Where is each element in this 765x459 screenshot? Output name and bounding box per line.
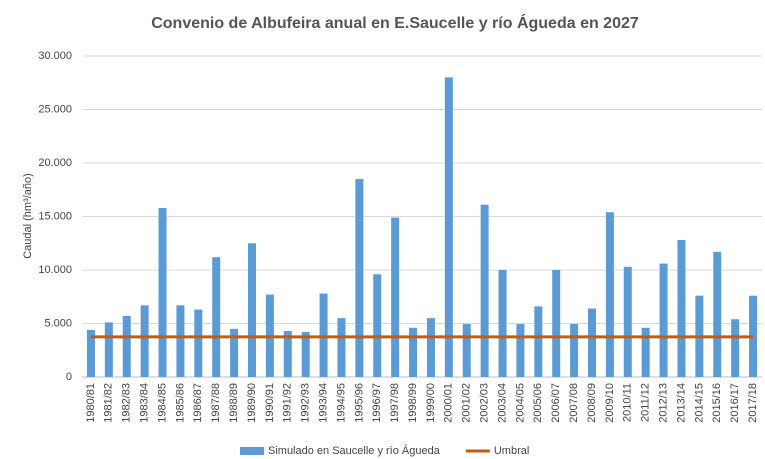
x-tick-label: 1988/89 — [228, 383, 240, 423]
bar — [122, 316, 131, 377]
bar — [355, 179, 364, 377]
bar — [659, 263, 668, 377]
y-tick-label: 25.000 — [38, 103, 72, 115]
bar — [86, 329, 95, 377]
bar — [588, 308, 596, 377]
y-tick-label: 5.000 — [44, 317, 72, 329]
bar — [605, 212, 614, 377]
x-tick-label: 2017/18 — [747, 383, 759, 423]
x-tick-label: 1994/95 — [335, 383, 347, 423]
x-tick-label: 1981/82 — [103, 383, 115, 423]
x-tick-label: 1991/92 — [282, 383, 294, 423]
bar — [641, 327, 650, 377]
x-tick-label: 2015/16 — [711, 383, 723, 423]
x-tick-label: 2014/15 — [693, 383, 705, 423]
y-tick-label: 10.000 — [38, 264, 72, 276]
bar — [552, 270, 561, 377]
x-tick-label: 1999/00 — [425, 383, 437, 423]
x-tick-label: 1984/85 — [156, 383, 168, 423]
bar — [230, 328, 239, 377]
x-tick-label: 1998/99 — [407, 383, 419, 423]
bar — [444, 77, 453, 378]
bar — [731, 319, 740, 377]
x-tick-label: 2000/01 — [443, 383, 455, 423]
x-tick-label: 2005/06 — [532, 383, 544, 423]
x-tick-label: 2003/04 — [496, 383, 508, 423]
x-tick-label: 1990/91 — [264, 383, 276, 423]
bar — [283, 330, 292, 377]
bar — [713, 251, 722, 377]
x-tick-label: 2002/03 — [479, 383, 491, 423]
x-tick-label: 2011/12 — [640, 383, 652, 422]
y-tick-label: 20.000 — [38, 157, 72, 169]
x-tick-label: 1993/94 — [317, 383, 329, 423]
bar — [104, 322, 113, 377]
y-tick-label: 0 — [66, 371, 72, 383]
bar — [409, 327, 418, 377]
x-tick-label: 2001/02 — [461, 383, 473, 423]
bar — [462, 324, 471, 377]
bar — [194, 309, 203, 377]
bar — [570, 324, 579, 377]
legend-label: Umbral — [494, 445, 529, 457]
legend-label: Simulado en Saucelle y río Águeda — [268, 444, 441, 457]
x-tick-label: 1982/83 — [121, 383, 133, 423]
bar — [176, 305, 185, 377]
x-tick-label: 2004/05 — [514, 383, 526, 423]
bar — [140, 305, 149, 377]
bar — [337, 318, 346, 377]
bar — [248, 243, 256, 377]
bar — [534, 306, 543, 377]
x-tick-label: 1996/97 — [371, 383, 383, 423]
x-tick-label: 1987/88 — [210, 383, 222, 423]
bar — [319, 293, 328, 377]
bar — [373, 274, 382, 377]
legend-swatch — [240, 447, 264, 455]
x-tick-label: 2006/07 — [550, 383, 562, 423]
y-tick-label: 30.000 — [38, 50, 72, 62]
bar — [391, 217, 400, 377]
bar — [158, 207, 167, 377]
bar — [623, 266, 632, 377]
x-tick-label: 1980/81 — [85, 383, 97, 423]
bar — [426, 318, 435, 377]
x-tick-label: 1983/84 — [139, 383, 151, 423]
y-axis-label: Caudal (hm³/año) — [22, 173, 34, 259]
x-tick-label: 2016/17 — [729, 383, 741, 423]
bar — [498, 270, 507, 377]
x-tick-label: 2009/10 — [604, 383, 616, 423]
x-tick-label: 1995/96 — [353, 383, 365, 423]
x-tick-label: 1985/86 — [174, 383, 186, 423]
x-tick-label: 2010/11 — [622, 383, 634, 422]
bar — [480, 204, 489, 377]
x-tick-label: 2007/08 — [568, 383, 580, 423]
y-tick-label: 15.000 — [38, 210, 72, 222]
bar — [301, 332, 310, 377]
bar — [677, 240, 686, 377]
x-tick-label: 1989/90 — [246, 383, 258, 423]
x-tick-label: 2008/09 — [586, 383, 598, 423]
x-tick-label: 1992/93 — [300, 383, 312, 423]
chart-title: Convenio de Albufeira anual en E.Saucell… — [151, 13, 639, 32]
x-tick-label: 1997/98 — [389, 383, 401, 423]
x-tick-label: 2013/14 — [675, 383, 687, 423]
bar — [212, 257, 221, 377]
x-tick-label: 2012/13 — [657, 383, 669, 423]
x-tick-label: 1986/87 — [192, 383, 204, 423]
bar — [516, 324, 525, 377]
